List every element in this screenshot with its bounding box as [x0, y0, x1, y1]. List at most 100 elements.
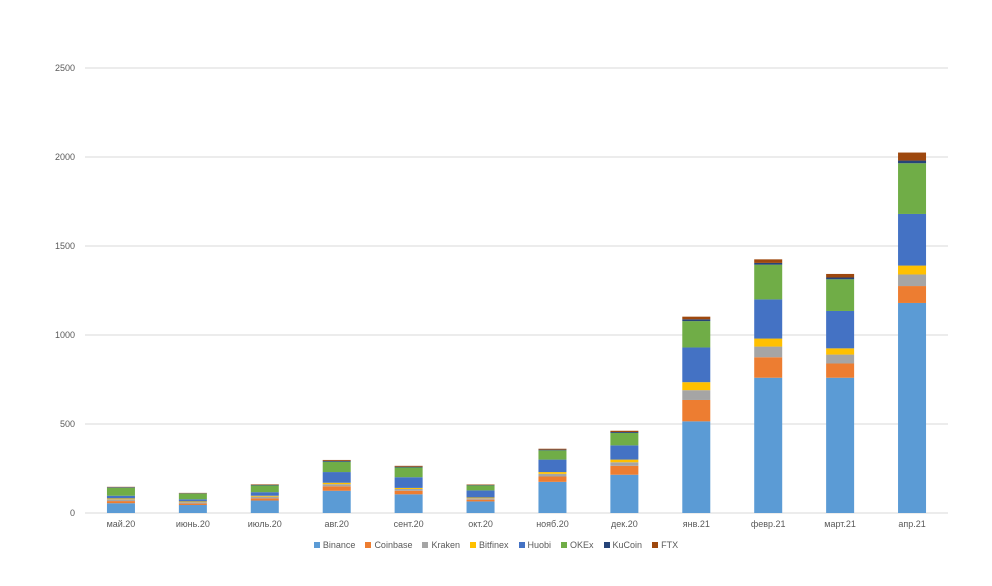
bar-segment [610, 445, 638, 459]
y-tick-label: 2500 [55, 63, 75, 73]
legend-item: Huobi [519, 540, 552, 550]
bar-segment [610, 432, 638, 433]
bar-segment [898, 153, 926, 161]
bar-segment [610, 431, 638, 432]
bar-segment [682, 390, 710, 400]
x-tick-label: янв.21 [683, 519, 710, 529]
bar-segment [323, 483, 351, 484]
bar-segment [538, 460, 566, 472]
y-tick-label: 1500 [55, 241, 75, 251]
bar-segment [754, 263, 782, 265]
legend-item: Coinbase [365, 540, 412, 550]
bar-segment [610, 433, 638, 445]
y-tick-label: 1000 [55, 330, 75, 340]
legend-swatch [314, 542, 320, 548]
bar-segment [610, 460, 638, 463]
bar-segment [323, 461, 351, 462]
bar-segment [323, 460, 351, 461]
bar-segment [754, 259, 782, 263]
bar-segment [610, 466, 638, 475]
legend-swatch [652, 542, 658, 548]
bar-segment [395, 477, 423, 488]
bar-segment [107, 496, 135, 499]
legend-label: Kraken [431, 540, 460, 550]
bar-segment [251, 498, 279, 500]
x-tick-label: март.21 [824, 519, 856, 529]
bar-segment [898, 163, 926, 214]
legend-item: Binance [314, 540, 356, 550]
legend-item: Kraken [422, 540, 460, 550]
bar-segment [467, 485, 495, 490]
legend-label: OKEx [570, 540, 594, 550]
legend-item: Bitfinex [470, 540, 509, 550]
bar-segment [395, 466, 423, 467]
bar-segment [251, 485, 279, 486]
chart-legend: Binance Coinbase Kraken Bitfinex Huobi OKEx Ku… [0, 540, 992, 550]
bar-segment [251, 497, 279, 499]
legend-swatch [365, 542, 371, 548]
x-tick-label: окт.20 [468, 519, 493, 529]
bar-segment [682, 382, 710, 390]
bar-segment [682, 317, 710, 320]
legend-item: KuCoin [604, 540, 643, 550]
bar-segment [898, 286, 926, 303]
x-tick-label: июнь.20 [176, 519, 210, 529]
y-tick-label: 2000 [55, 152, 75, 162]
bar-segment [179, 505, 207, 513]
bar-segment [323, 462, 351, 472]
x-tick-label: июль.20 [248, 519, 282, 529]
bar-segment [323, 486, 351, 490]
bar-segment [251, 496, 279, 497]
bar-segment [682, 321, 710, 347]
bar-segment [754, 357, 782, 377]
bar-segment [826, 363, 854, 377]
y-tick-label: 0 [70, 508, 75, 518]
bar-segment [179, 504, 207, 505]
bar-segment [538, 449, 566, 450]
x-tick-label: май.20 [107, 519, 136, 529]
bar-segment [754, 378, 782, 513]
bar-segment [682, 319, 710, 321]
bar-segment [107, 499, 135, 501]
bar-segment [467, 501, 495, 513]
bar-segment [826, 278, 854, 280]
bar-segment [395, 491, 423, 495]
legend-swatch [470, 542, 476, 548]
bar-segment [826, 311, 854, 348]
bar-segment [826, 274, 854, 278]
bar-segment [251, 484, 279, 485]
legend-label: Huobi [528, 540, 552, 550]
legend-swatch [604, 542, 610, 548]
bar-segment [754, 347, 782, 358]
bar-segment [682, 347, 710, 382]
bar-segment [826, 348, 854, 354]
bar-segment [467, 500, 495, 502]
bar-segment [179, 501, 207, 502]
bar-segment [538, 472, 566, 474]
legend-label: Bitfinex [479, 540, 509, 550]
bar-segment [395, 467, 423, 477]
bar-segment [107, 501, 135, 503]
bar-segment [107, 498, 135, 499]
bar-segment [107, 488, 135, 496]
bar-segment [323, 491, 351, 513]
bar-segment [323, 484, 351, 486]
bar-segment [538, 477, 566, 482]
bar-segment [251, 501, 279, 513]
legend-swatch [519, 542, 525, 548]
bar-segment [395, 467, 423, 468]
bar-segment [179, 502, 207, 503]
legend-label: FTX [661, 540, 678, 550]
bar-segment [754, 299, 782, 338]
bar-segment [610, 475, 638, 513]
bar-segment [826, 279, 854, 311]
bar-segment [395, 488, 423, 489]
x-tick-label: февр.21 [751, 519, 786, 529]
bar-segment [179, 499, 207, 501]
bar-segment [898, 214, 926, 266]
bar-segment [538, 450, 566, 451]
x-tick-label: дек.20 [611, 519, 638, 529]
x-tick-label: нояб.20 [536, 519, 569, 529]
bar-segment [754, 265, 782, 300]
